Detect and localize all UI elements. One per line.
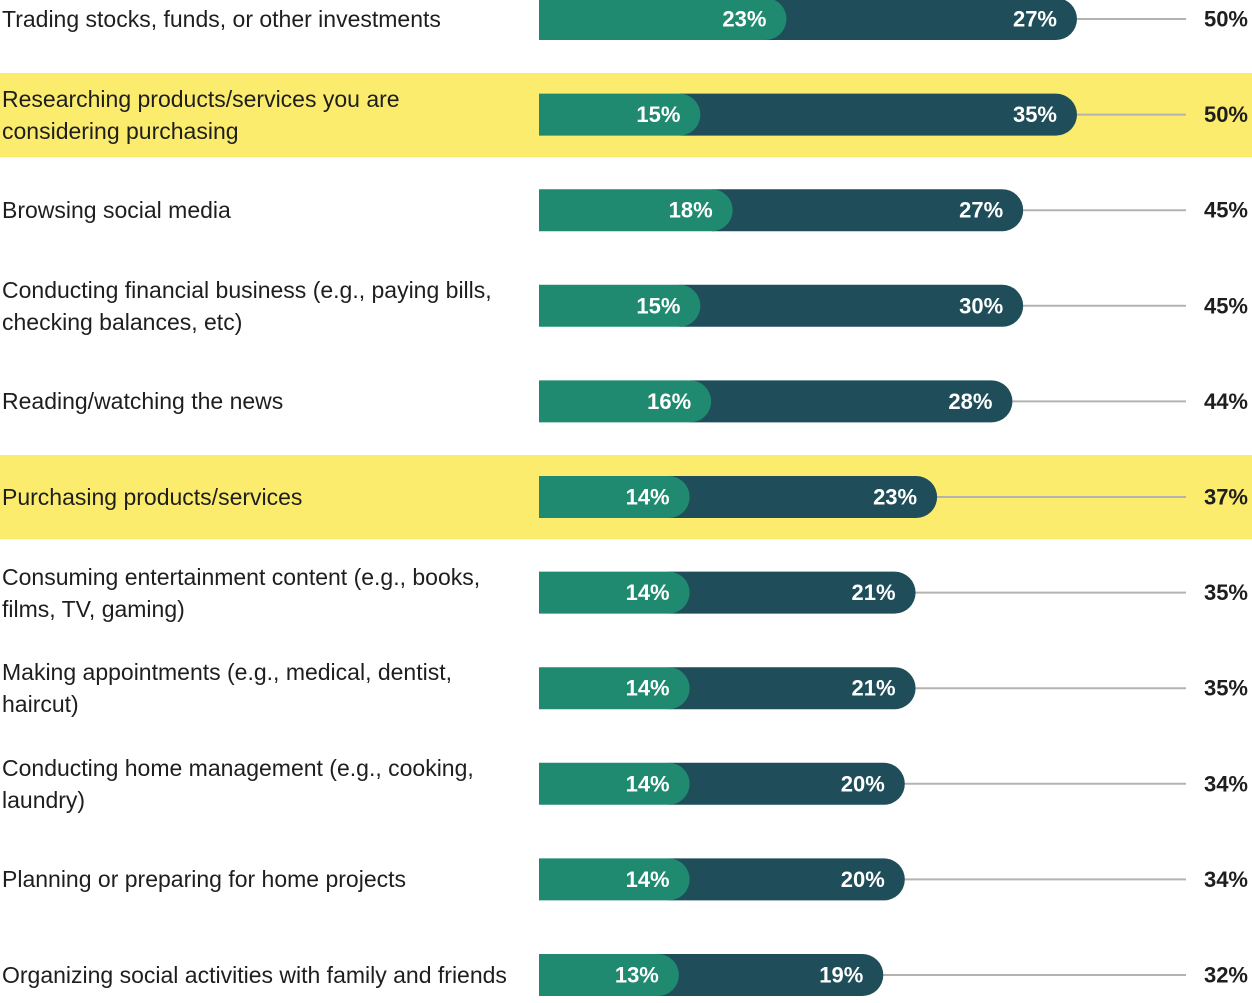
value-label: 21% [852, 676, 896, 701]
value-label: 27% [959, 198, 1003, 223]
value-label: 20% [841, 771, 885, 796]
value-label: 21% [852, 580, 896, 605]
value-label: 16% [647, 389, 691, 414]
bar-segment [690, 380, 1013, 423]
value-label: 14% [626, 867, 670, 892]
category-label: Organizing social activities with family… [2, 962, 507, 988]
bar-segment [668, 858, 905, 901]
value-label: 27% [1013, 7, 1057, 32]
bar-segment [668, 762, 905, 805]
bar-segment [539, 667, 690, 710]
total-label: 32% [1204, 963, 1248, 988]
category-label: Consuming entertainment content (e.g., b… [2, 563, 481, 622]
category-label: Conducting financial business (e.g., pay… [2, 276, 492, 335]
bar-segment [668, 667, 916, 710]
category-label: Trading stocks, funds, or other investme… [2, 6, 441, 32]
value-label: 15% [636, 293, 680, 318]
bar-segment [668, 571, 916, 614]
total-label: 34% [1204, 771, 1248, 796]
value-label: 14% [626, 771, 670, 796]
value-label: 23% [722, 7, 766, 32]
bar-segment [539, 762, 690, 805]
total-label: 50% [1204, 7, 1248, 32]
bar-segment [539, 476, 690, 518]
total-label: 45% [1204, 198, 1248, 223]
category-label: Making appointments (e.g., medical, dent… [2, 659, 453, 718]
value-label: 18% [669, 198, 713, 223]
value-label: 23% [873, 485, 917, 510]
value-label: 30% [959, 293, 1003, 318]
total-label: 37% [1204, 485, 1248, 510]
value-label: 19% [819, 963, 863, 988]
category-label: Planning or preparing for home projects [2, 866, 407, 893]
category-label: Purchasing products/services [2, 484, 303, 510]
bar-segment [539, 954, 679, 996]
total-label: 50% [1204, 102, 1248, 127]
bar-segment [539, 189, 733, 232]
value-label: 14% [626, 580, 670, 605]
category-label: Conducting home management (e.g., cookin… [2, 754, 474, 813]
bar-segment [765, 0, 1077, 40]
bar-segment [679, 93, 1078, 136]
bar-segment [657, 954, 884, 996]
category-label: Browsing social media [2, 197, 231, 224]
bar-segment [539, 0, 787, 40]
value-label: 14% [626, 676, 670, 701]
total-label: 44% [1204, 389, 1248, 414]
category-label: Researching products/services you are co… [2, 85, 400, 144]
bar-segment [539, 858, 690, 901]
total-label: 35% [1204, 580, 1248, 605]
bar-segment [539, 571, 690, 614]
bar-segment [539, 380, 712, 423]
value-label: 35% [1013, 102, 1057, 127]
bar-segment [668, 476, 938, 518]
value-label: 15% [636, 102, 680, 127]
bar-segment [711, 189, 1024, 232]
bar-segment [539, 93, 701, 136]
total-label: 35% [1204, 676, 1248, 701]
bar-segment [679, 284, 1024, 327]
value-label: 14% [626, 485, 670, 510]
total-label: 45% [1204, 293, 1248, 318]
total-label: 34% [1204, 867, 1248, 892]
bar-segment [539, 284, 701, 327]
value-label: 13% [615, 963, 659, 988]
value-label: 28% [948, 389, 992, 414]
category-label: Reading/watching the news [2, 388, 284, 415]
value-label: 20% [841, 867, 885, 892]
